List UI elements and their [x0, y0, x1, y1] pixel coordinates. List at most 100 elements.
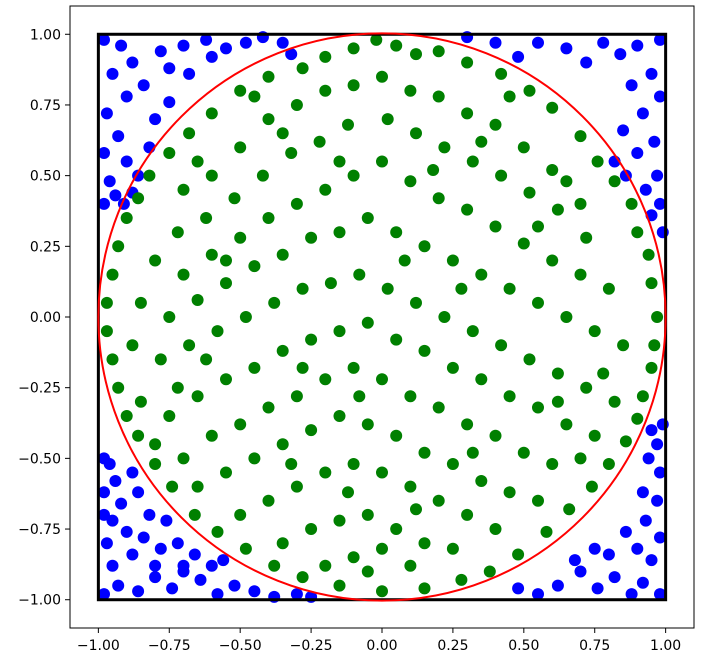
scatter-point	[177, 565, 190, 578]
scatter-point	[149, 559, 162, 572]
scatter-point	[239, 542, 252, 555]
scatter-point	[602, 548, 615, 561]
scatter-point	[532, 296, 544, 309]
scatter-point	[177, 183, 190, 196]
scatter-point	[466, 155, 479, 168]
scatter-point	[333, 325, 346, 338]
scatter-point	[418, 446, 431, 459]
scatter-point	[645, 361, 658, 374]
y-tick-label: −1.00	[18, 593, 61, 609]
scatter-point	[639, 183, 652, 196]
scatter-point	[120, 525, 133, 538]
scatter-points	[98, 31, 669, 603]
scatter-point	[489, 523, 502, 535]
scatter-point	[98, 486, 110, 499]
scatter-point	[353, 268, 366, 281]
scatter-point	[234, 231, 247, 244]
scatter-point	[134, 395, 147, 408]
scatter-point	[495, 339, 508, 352]
scatter-point	[376, 585, 388, 598]
scatter-point	[98, 147, 110, 159]
scatter-point	[166, 582, 179, 595]
scatter-point	[98, 197, 110, 210]
x-tick-label: 1.00	[650, 638, 681, 654]
scatter-point	[290, 390, 303, 403]
scatter-point	[126, 56, 139, 69]
scatter-point	[163, 410, 176, 422]
x-tick-label: −0.50	[219, 638, 262, 654]
scatter-point	[149, 113, 162, 126]
scatter-point	[446, 361, 459, 374]
scatter-point	[276, 537, 289, 550]
scatter-point	[651, 311, 664, 323]
scatter-point	[532, 494, 544, 507]
scatter-point	[276, 344, 289, 357]
scatter-point	[376, 542, 388, 555]
scatter-point	[574, 452, 587, 465]
scatter-point	[639, 514, 652, 527]
x-tick-label: −1.00	[77, 638, 120, 654]
scatter-point	[370, 33, 383, 46]
scatter-point	[248, 361, 261, 374]
scatter-point	[333, 410, 346, 422]
scatter-point	[239, 36, 252, 49]
scatter-point	[100, 325, 113, 338]
scatter-point	[149, 438, 162, 451]
scatter-point	[466, 446, 479, 459]
scatter-point	[654, 197, 666, 210]
scatter-point	[177, 268, 190, 281]
scatter-point	[188, 508, 201, 521]
scatter-point	[475, 373, 488, 386]
scatter-point	[648, 339, 661, 352]
scatter-point	[651, 494, 664, 507]
scatter-point	[563, 503, 576, 516]
scatter-point	[268, 559, 281, 572]
scatter-point	[120, 212, 133, 224]
scatter-point	[654, 588, 666, 601]
scatter-point	[296, 282, 309, 295]
scatter-point	[296, 361, 309, 374]
scatter-point	[290, 99, 303, 111]
scatter-point	[475, 268, 488, 281]
scatter-point	[324, 277, 337, 290]
scatter-point	[217, 554, 230, 567]
scatter-point	[361, 418, 374, 431]
scatter-point	[532, 588, 544, 601]
scatter-point	[517, 237, 530, 250]
scatter-point	[636, 486, 649, 499]
scatter-point	[631, 412, 644, 425]
scatter-point	[651, 438, 664, 451]
scatter-point	[106, 268, 119, 281]
scatter-point	[98, 452, 110, 465]
scatter-point	[475, 475, 488, 487]
scatter-point	[120, 90, 133, 103]
scatter-point	[205, 169, 218, 182]
scatter-point	[319, 183, 332, 196]
scatter-point	[200, 353, 213, 366]
scatter-point	[619, 435, 632, 448]
scatter-point	[171, 537, 184, 550]
scatter-point	[532, 220, 544, 233]
scatter-point	[461, 508, 474, 521]
scatter-point	[166, 480, 179, 493]
scatter-point	[512, 548, 525, 561]
scatter-point	[211, 325, 224, 338]
scatter-point	[631, 147, 644, 159]
scatter-point	[585, 480, 598, 493]
scatter-point	[551, 579, 564, 592]
scatter-point	[319, 373, 332, 386]
scatter-point	[619, 525, 632, 538]
x-tick-label: 0.75	[579, 638, 610, 654]
scatter-point	[262, 70, 275, 83]
scatter-point	[276, 36, 289, 49]
scatter-point	[98, 508, 110, 521]
scatter-point	[654, 466, 666, 479]
scatter-point	[546, 164, 559, 176]
scatter-point	[296, 571, 309, 584]
scatter-point	[574, 197, 587, 210]
scatter-point	[342, 118, 354, 131]
scatter-point	[642, 248, 655, 261]
scatter-point	[112, 240, 125, 253]
y-tick-label: 0.75	[30, 98, 61, 114]
scatter-point	[580, 381, 593, 394]
